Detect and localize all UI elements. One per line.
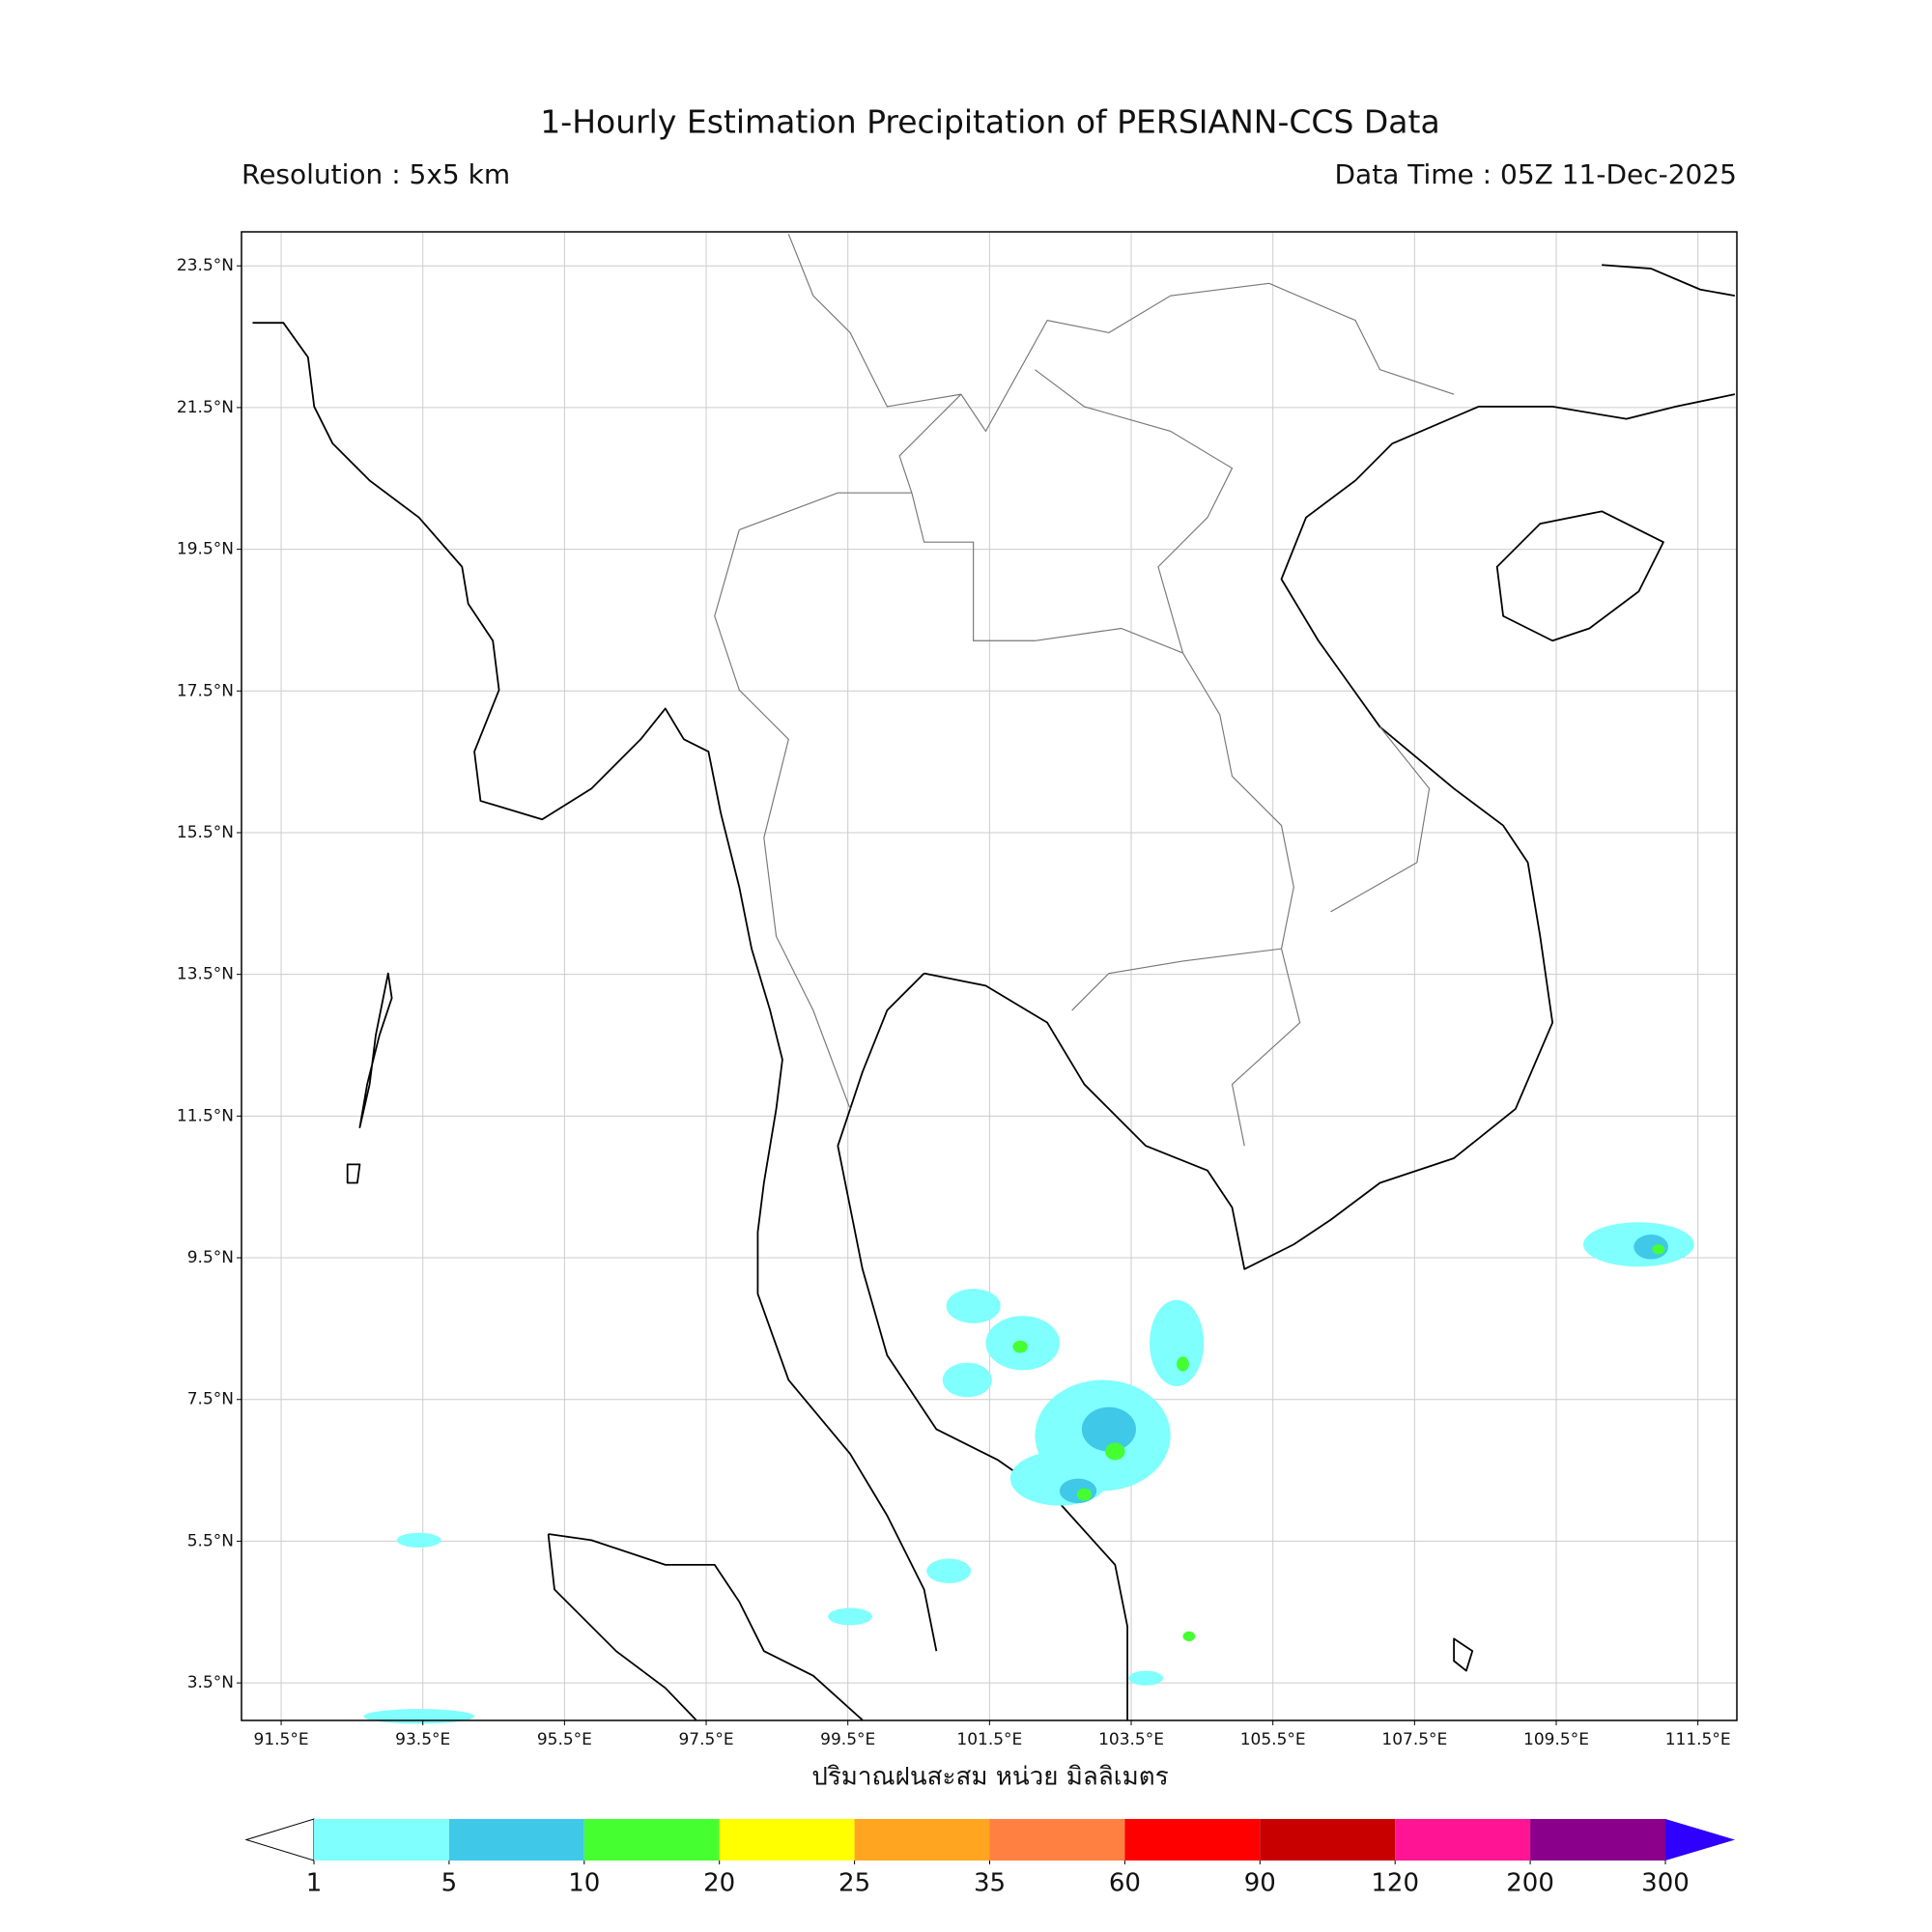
lat-tick-label: 11.5°N <box>177 1106 234 1125</box>
rain-area <box>1150 1299 1205 1386</box>
colorbar-segment <box>1124 1819 1261 1861</box>
coastline <box>837 973 1128 1720</box>
rain-area <box>926 1558 972 1584</box>
rain-area <box>363 1709 475 1724</box>
rain-area <box>1177 1356 1189 1372</box>
rain-area <box>1012 1340 1028 1353</box>
rain-area <box>1652 1244 1665 1255</box>
colorbar-segment <box>989 1819 1125 1861</box>
lat-tick-label: 7.5°N <box>187 1390 234 1409</box>
rain-area <box>1128 1670 1164 1686</box>
lon-tick-label: 93.5°E <box>395 1730 450 1749</box>
colorbar-segment <box>448 1819 584 1861</box>
rain-area <box>1009 1451 1109 1506</box>
colorbar: 1 5 10 20 25 35 60 90 120 200 300 <box>244 1818 1735 1898</box>
rain-field <box>363 1222 1694 1724</box>
lon-tick-label: 107.5°E <box>1381 1730 1447 1749</box>
rain-area <box>1076 1488 1093 1501</box>
lat-tick-label: 5.5°N <box>187 1531 234 1550</box>
resolution: Resolution : 5x5 km <box>242 158 510 190</box>
rain-area <box>1182 1631 1196 1641</box>
colorbar-segment <box>1395 1819 1531 1861</box>
colorbar-extend-max <box>1665 1819 1735 1861</box>
rain-area <box>396 1532 441 1548</box>
lat-tick-label: 15.5°N <box>177 823 234 842</box>
lat-tick-label: 3.5°N <box>187 1673 234 1692</box>
coastline <box>1602 264 1736 297</box>
colorbar-segment <box>854 1819 990 1861</box>
lat-tick-label: 21.5°N <box>177 398 234 417</box>
title: 1-Hourly Estimation Precipitation of PER… <box>540 103 1439 141</box>
lat-tick-label: 9.5°N <box>187 1248 234 1267</box>
lon-tick-label: 111.5°E <box>1665 1730 1731 1749</box>
lon-tick-label: 95.5°E <box>537 1730 592 1749</box>
lon-tick-label: 101.5°E <box>956 1730 1022 1749</box>
island <box>346 972 1474 1672</box>
data-time: Data Time : 05Z 11-Dec-2025 <box>1335 158 1738 190</box>
colorbar-label: 20 <box>703 1869 735 1898</box>
lon-tick-label: 109.5°E <box>1523 1730 1589 1749</box>
rain-area <box>946 1289 1001 1323</box>
lat-tick-label: 17.5°N <box>177 681 234 700</box>
island <box>1495 510 1664 642</box>
colorbar-label: 5 <box>441 1869 458 1898</box>
lon-tick-label: 103.5°E <box>1098 1730 1164 1749</box>
rain-area <box>942 1362 992 1398</box>
lat-tick-label: 13.5°N <box>177 965 234 984</box>
colorbar-segment <box>1260 1819 1396 1861</box>
lon-tick-label: 99.5°E <box>820 1730 875 1749</box>
colorbar-segment <box>1530 1819 1665 1861</box>
colorbar-label: 300 <box>1641 1869 1690 1898</box>
colorbar-label: 10 <box>568 1869 600 1898</box>
map-features <box>252 234 1736 1721</box>
colorbar-label: 1 <box>306 1869 323 1898</box>
lat-tick-label: 23.5°N <box>177 256 234 275</box>
colorbar-segment <box>583 1819 720 1861</box>
grid <box>242 232 1737 1720</box>
colorbar-label: 60 <box>1109 1869 1141 1898</box>
rain-area <box>1105 1442 1125 1461</box>
colorbar-segment <box>719 1819 855 1861</box>
x-label: ปริมาณฝนสะสม หน่วย มิลลิเมตร <box>811 1763 1168 1792</box>
colorbar-label: 90 <box>1244 1869 1276 1898</box>
rain-area <box>1081 1406 1137 1452</box>
rain-area <box>828 1607 873 1626</box>
coastline <box>547 1533 864 1721</box>
lon-tick-label: 105.5°E <box>1240 1730 1306 1749</box>
colorbar-label: 200 <box>1506 1869 1554 1898</box>
lat-tick-label: 19.5°N <box>177 540 234 559</box>
colorbar-segment <box>314 1819 449 1861</box>
colorbar-label: 35 <box>974 1869 1006 1898</box>
rain-area <box>1059 1478 1097 1504</box>
colorbar-extend-min <box>244 1818 315 1861</box>
coastline <box>923 393 1736 1270</box>
colorbar-label: 120 <box>1371 1869 1419 1898</box>
lon-tick-label: 97.5°E <box>678 1730 733 1749</box>
colorbar-label: 25 <box>838 1869 870 1898</box>
lon-tick-label: 91.5°E <box>254 1730 309 1749</box>
coastline <box>252 322 938 1652</box>
border <box>714 234 1455 1147</box>
